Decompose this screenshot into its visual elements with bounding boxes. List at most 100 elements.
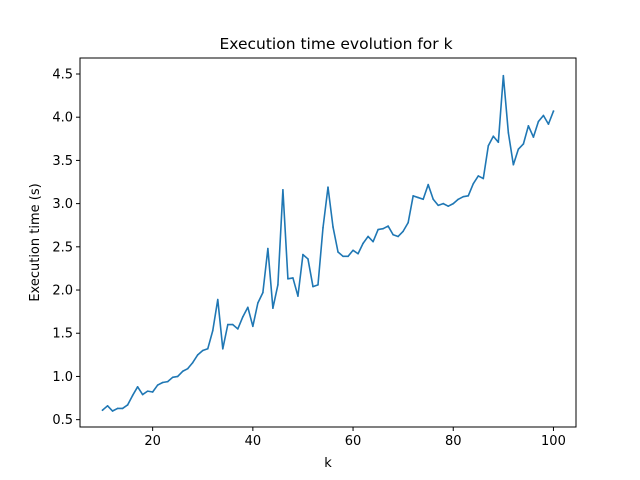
data-point [166, 380, 169, 383]
y-tick-label: 1.5 [52, 327, 73, 342]
data-point [417, 196, 419, 199]
data-point [552, 110, 555, 112]
data-point [432, 198, 435, 201]
data-point [151, 391, 154, 393]
x-tick-label: 40 [245, 434, 262, 449]
data-point [522, 143, 525, 145]
data-point [297, 295, 299, 297]
data-point [357, 252, 359, 255]
x-tick-label: 100 [541, 434, 566, 449]
data-point [407, 221, 409, 224]
data-point [477, 175, 480, 177]
data-point [247, 306, 249, 309]
data-point [437, 204, 440, 207]
data-point [327, 186, 329, 188]
y-tick-label: 2.0 [52, 284, 73, 299]
x-tick-label: 60 [345, 434, 362, 449]
chart-title: Execution time evolution for k [219, 35, 452, 53]
data-point [387, 225, 389, 227]
data-point [462, 195, 465, 198]
y-axis-label: Execution time (s) [28, 183, 43, 301]
data-point [121, 407, 124, 410]
data-point [537, 120, 540, 123]
data-point [527, 125, 530, 127]
data-point [352, 249, 354, 252]
data-point [232, 323, 234, 326]
data-point [156, 384, 159, 386]
data-point [272, 307, 274, 309]
data-point [141, 393, 144, 396]
data-point [287, 278, 289, 280]
data-point [382, 227, 384, 230]
data-point [136, 386, 139, 388]
data-point [347, 255, 349, 258]
data-point [332, 226, 334, 228]
data-point [512, 163, 515, 166]
data-point [101, 409, 104, 411]
data-point [372, 240, 374, 243]
data-point [312, 285, 314, 288]
data-point [482, 177, 485, 180]
data-point [422, 198, 424, 201]
data-point [442, 202, 445, 205]
data-point [176, 375, 179, 378]
data-point [237, 328, 239, 330]
data-point [257, 302, 259, 304]
data-point [362, 242, 364, 245]
data-point [252, 325, 254, 328]
data-point [221, 347, 224, 350]
data-point [502, 74, 505, 77]
y-tick-label: 4.0 [52, 111, 73, 126]
data-point [302, 253, 304, 256]
data-point [542, 114, 545, 117]
data-point [342, 255, 344, 258]
y-tick-label: 2.5 [52, 240, 73, 255]
y-tick-label: 0.5 [52, 413, 73, 428]
data-point [146, 390, 149, 392]
data-point [487, 144, 490, 147]
data-point [322, 227, 324, 229]
data-point [161, 381, 164, 384]
y-tick-label: 1.0 [52, 370, 73, 385]
x-tick-label: 80 [445, 434, 462, 449]
data-point [181, 370, 184, 373]
data-point [377, 228, 379, 231]
y-tick-label: 3.0 [52, 197, 73, 212]
data-point [532, 136, 535, 138]
data-point [277, 284, 279, 286]
data-point [211, 329, 214, 332]
data-point [292, 277, 294, 279]
data-point [427, 183, 430, 186]
data-point [392, 233, 394, 236]
data-point [367, 235, 369, 238]
data-point [497, 141, 500, 144]
data-point [131, 394, 134, 397]
data-point [492, 135, 495, 138]
data-point [452, 202, 455, 205]
data-point [397, 235, 399, 238]
data-point [201, 349, 204, 352]
data-point [507, 131, 510, 134]
y-tick-label: 4.5 [52, 67, 73, 82]
data-point [517, 148, 520, 150]
data-point [216, 298, 219, 301]
data-point [317, 284, 319, 286]
data-point [262, 291, 264, 294]
data-point [111, 410, 114, 412]
plot-area-frame [79, 57, 577, 428]
data-point [106, 405, 109, 407]
data-point [547, 123, 550, 125]
x-axis-label: k [324, 456, 332, 471]
data-point [126, 404, 129, 406]
data-points [101, 74, 555, 412]
data-point [116, 407, 119, 410]
y-tick-label: 3.5 [52, 154, 73, 169]
x-tick-label: 20 [144, 434, 161, 449]
data-point [412, 195, 414, 197]
data-point [171, 376, 174, 379]
data-point [191, 361, 194, 364]
data-point [307, 258, 309, 260]
